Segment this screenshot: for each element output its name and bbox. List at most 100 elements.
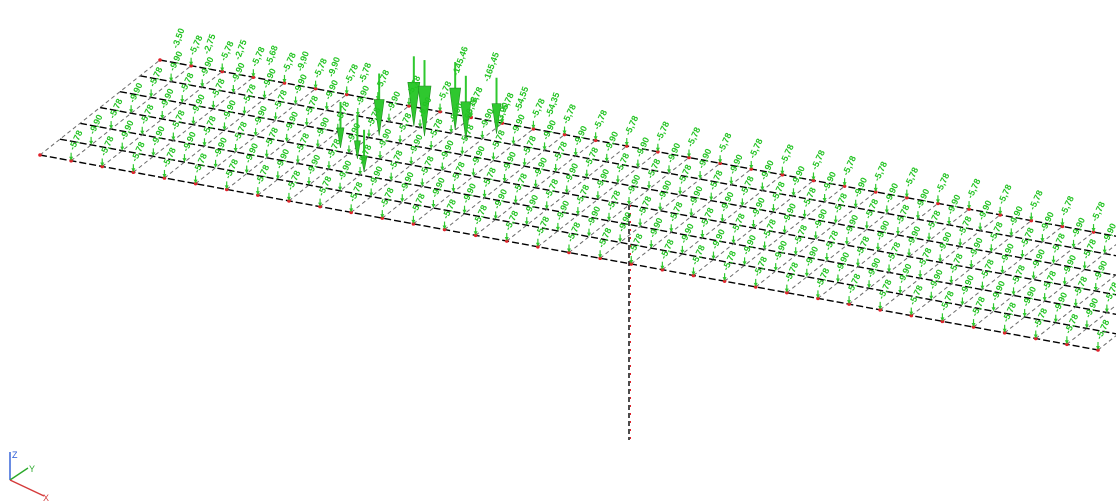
point-load-arrowhead (855, 262, 860, 267)
beam-member[interactable] (119, 90, 1116, 287)
load-value-label: -5,78 (605, 189, 623, 212)
point-load-arrowhead (211, 104, 216, 109)
point-load-arrowhead (149, 93, 154, 98)
point-load-arrowhead (386, 117, 391, 122)
point-load-arrowhead (887, 268, 892, 273)
node-point[interactable] (349, 210, 353, 215)
point-load-arrowhead (802, 213, 807, 218)
point-load-arrowhead (555, 226, 560, 231)
point-load-arrowhead (524, 221, 529, 226)
load-value-label: -5,78 (209, 77, 227, 100)
point-load-arrowhead (522, 162, 527, 167)
cross-beam-member[interactable] (39, 59, 161, 156)
beam-member[interactable] (139, 75, 1116, 271)
load-value-label: -5,78 (916, 246, 934, 269)
node-point[interactable] (256, 193, 260, 197)
load-value-label: -5,78 (894, 203, 912, 226)
node-point[interactable] (785, 290, 789, 295)
point-load-arrowhead (469, 113, 474, 118)
large-load-cone[interactable] (354, 114, 361, 159)
cross-beam-member[interactable] (288, 105, 410, 202)
large-load-cone[interactable] (407, 56, 421, 127)
node-point[interactable] (313, 86, 318, 91)
node-point[interactable] (847, 302, 851, 306)
node-point[interactable] (411, 222, 416, 226)
node-point[interactable] (940, 319, 945, 324)
beam-member[interactable] (59, 138, 1116, 335)
point-load-arrowhead (366, 133, 371, 138)
load-value-label: -5,78 (645, 157, 663, 180)
point-load-arrowhead (1064, 340, 1069, 345)
large-load-cone[interactable] (373, 73, 385, 136)
peak-load-label: -3,50 (170, 27, 186, 50)
point-load-arrowhead (947, 220, 952, 225)
cross-beam-member[interactable] (226, 94, 348, 190)
point-load-arrowhead (629, 259, 634, 264)
point-load-arrowhead (669, 228, 674, 233)
cross-beam-member[interactable] (910, 220, 1032, 316)
node-point[interactable] (158, 58, 162, 62)
node-point[interactable] (722, 279, 727, 283)
beam-member[interactable] (79, 122, 1116, 318)
node-point[interactable] (753, 285, 758, 289)
load-value-label: -9,90 (1100, 222, 1116, 245)
node-point[interactable] (816, 296, 820, 301)
load-value-label: -5,78 (863, 197, 881, 220)
point-load-arrowhead (471, 172, 476, 177)
large-load-head (354, 140, 361, 159)
load-value-label: -9,90 (540, 118, 558, 141)
point-load-arrowhead (378, 155, 383, 160)
load-model-canvas[interactable]: -5,78-9,90-5,78-9,90-5,78-9,90-5,78-5,78… (0, 0, 1116, 440)
large-load-head (491, 103, 502, 134)
point-load-arrowhead (451, 188, 456, 193)
node-point[interactable] (473, 233, 478, 238)
node-point[interactable] (1091, 230, 1096, 234)
point-load-arrowhead (875, 246, 880, 251)
point-load-arrowhead (438, 107, 443, 112)
large-load-cone[interactable] (449, 62, 462, 131)
point-load-arrowhead (1084, 324, 1089, 329)
load-value-label: -5,78 (200, 114, 218, 137)
point-load-arrowhead (927, 236, 932, 241)
large-load-cone[interactable] (460, 75, 472, 140)
point-load-arrowhead (500, 119, 505, 124)
node-point[interactable] (469, 115, 473, 120)
large-load-cone[interactable] (360, 129, 368, 172)
point-load-arrowhead (904, 193, 909, 198)
load-value-label: -9,90 (945, 193, 963, 216)
point-load-arrowhead (791, 192, 796, 197)
load-value-label: -9,90 (571, 124, 589, 147)
point-load-arrowhead (1020, 253, 1025, 258)
point-load-arrowhead (398, 139, 403, 144)
load-value-label: -5,78 (654, 120, 672, 143)
load-value-label: -9,90 (976, 199, 994, 222)
node-point[interactable] (1029, 218, 1034, 223)
point-load-arrowhead (244, 169, 249, 174)
large-load-cone[interactable] (336, 101, 345, 148)
node-point[interactable] (1060, 224, 1065, 229)
load-value-label: -5,78 (147, 65, 165, 88)
large-load-cone[interactable] (417, 60, 432, 137)
large-load-head (336, 127, 345, 148)
point-load-arrowhead (709, 196, 714, 201)
load-value-label: -5,78 (294, 132, 312, 155)
node-point[interactable] (909, 313, 914, 318)
point-load-arrowhead (1082, 265, 1087, 270)
load-value-label: -9,90 (305, 153, 323, 176)
large-load-cone[interactable] (491, 77, 502, 134)
point-load-arrowhead (918, 274, 923, 279)
point-load-arrowhead (189, 61, 194, 66)
point-load-arrowhead (678, 190, 683, 195)
beam-member[interactable] (159, 59, 1116, 255)
node-point[interactable] (38, 153, 42, 157)
beam-member[interactable] (99, 106, 1116, 303)
load-value-label: -5,78 (738, 174, 756, 197)
node-point[interactable] (878, 308, 882, 312)
beam-member[interactable] (39, 154, 1099, 351)
load-value-label: -9,90 (118, 119, 136, 142)
peak-load-label: -5,68 (263, 44, 279, 67)
peak-load-label: -2,75 (232, 38, 248, 61)
point-load-arrowhead (400, 198, 405, 203)
x-axis-line (9, 479, 45, 497)
